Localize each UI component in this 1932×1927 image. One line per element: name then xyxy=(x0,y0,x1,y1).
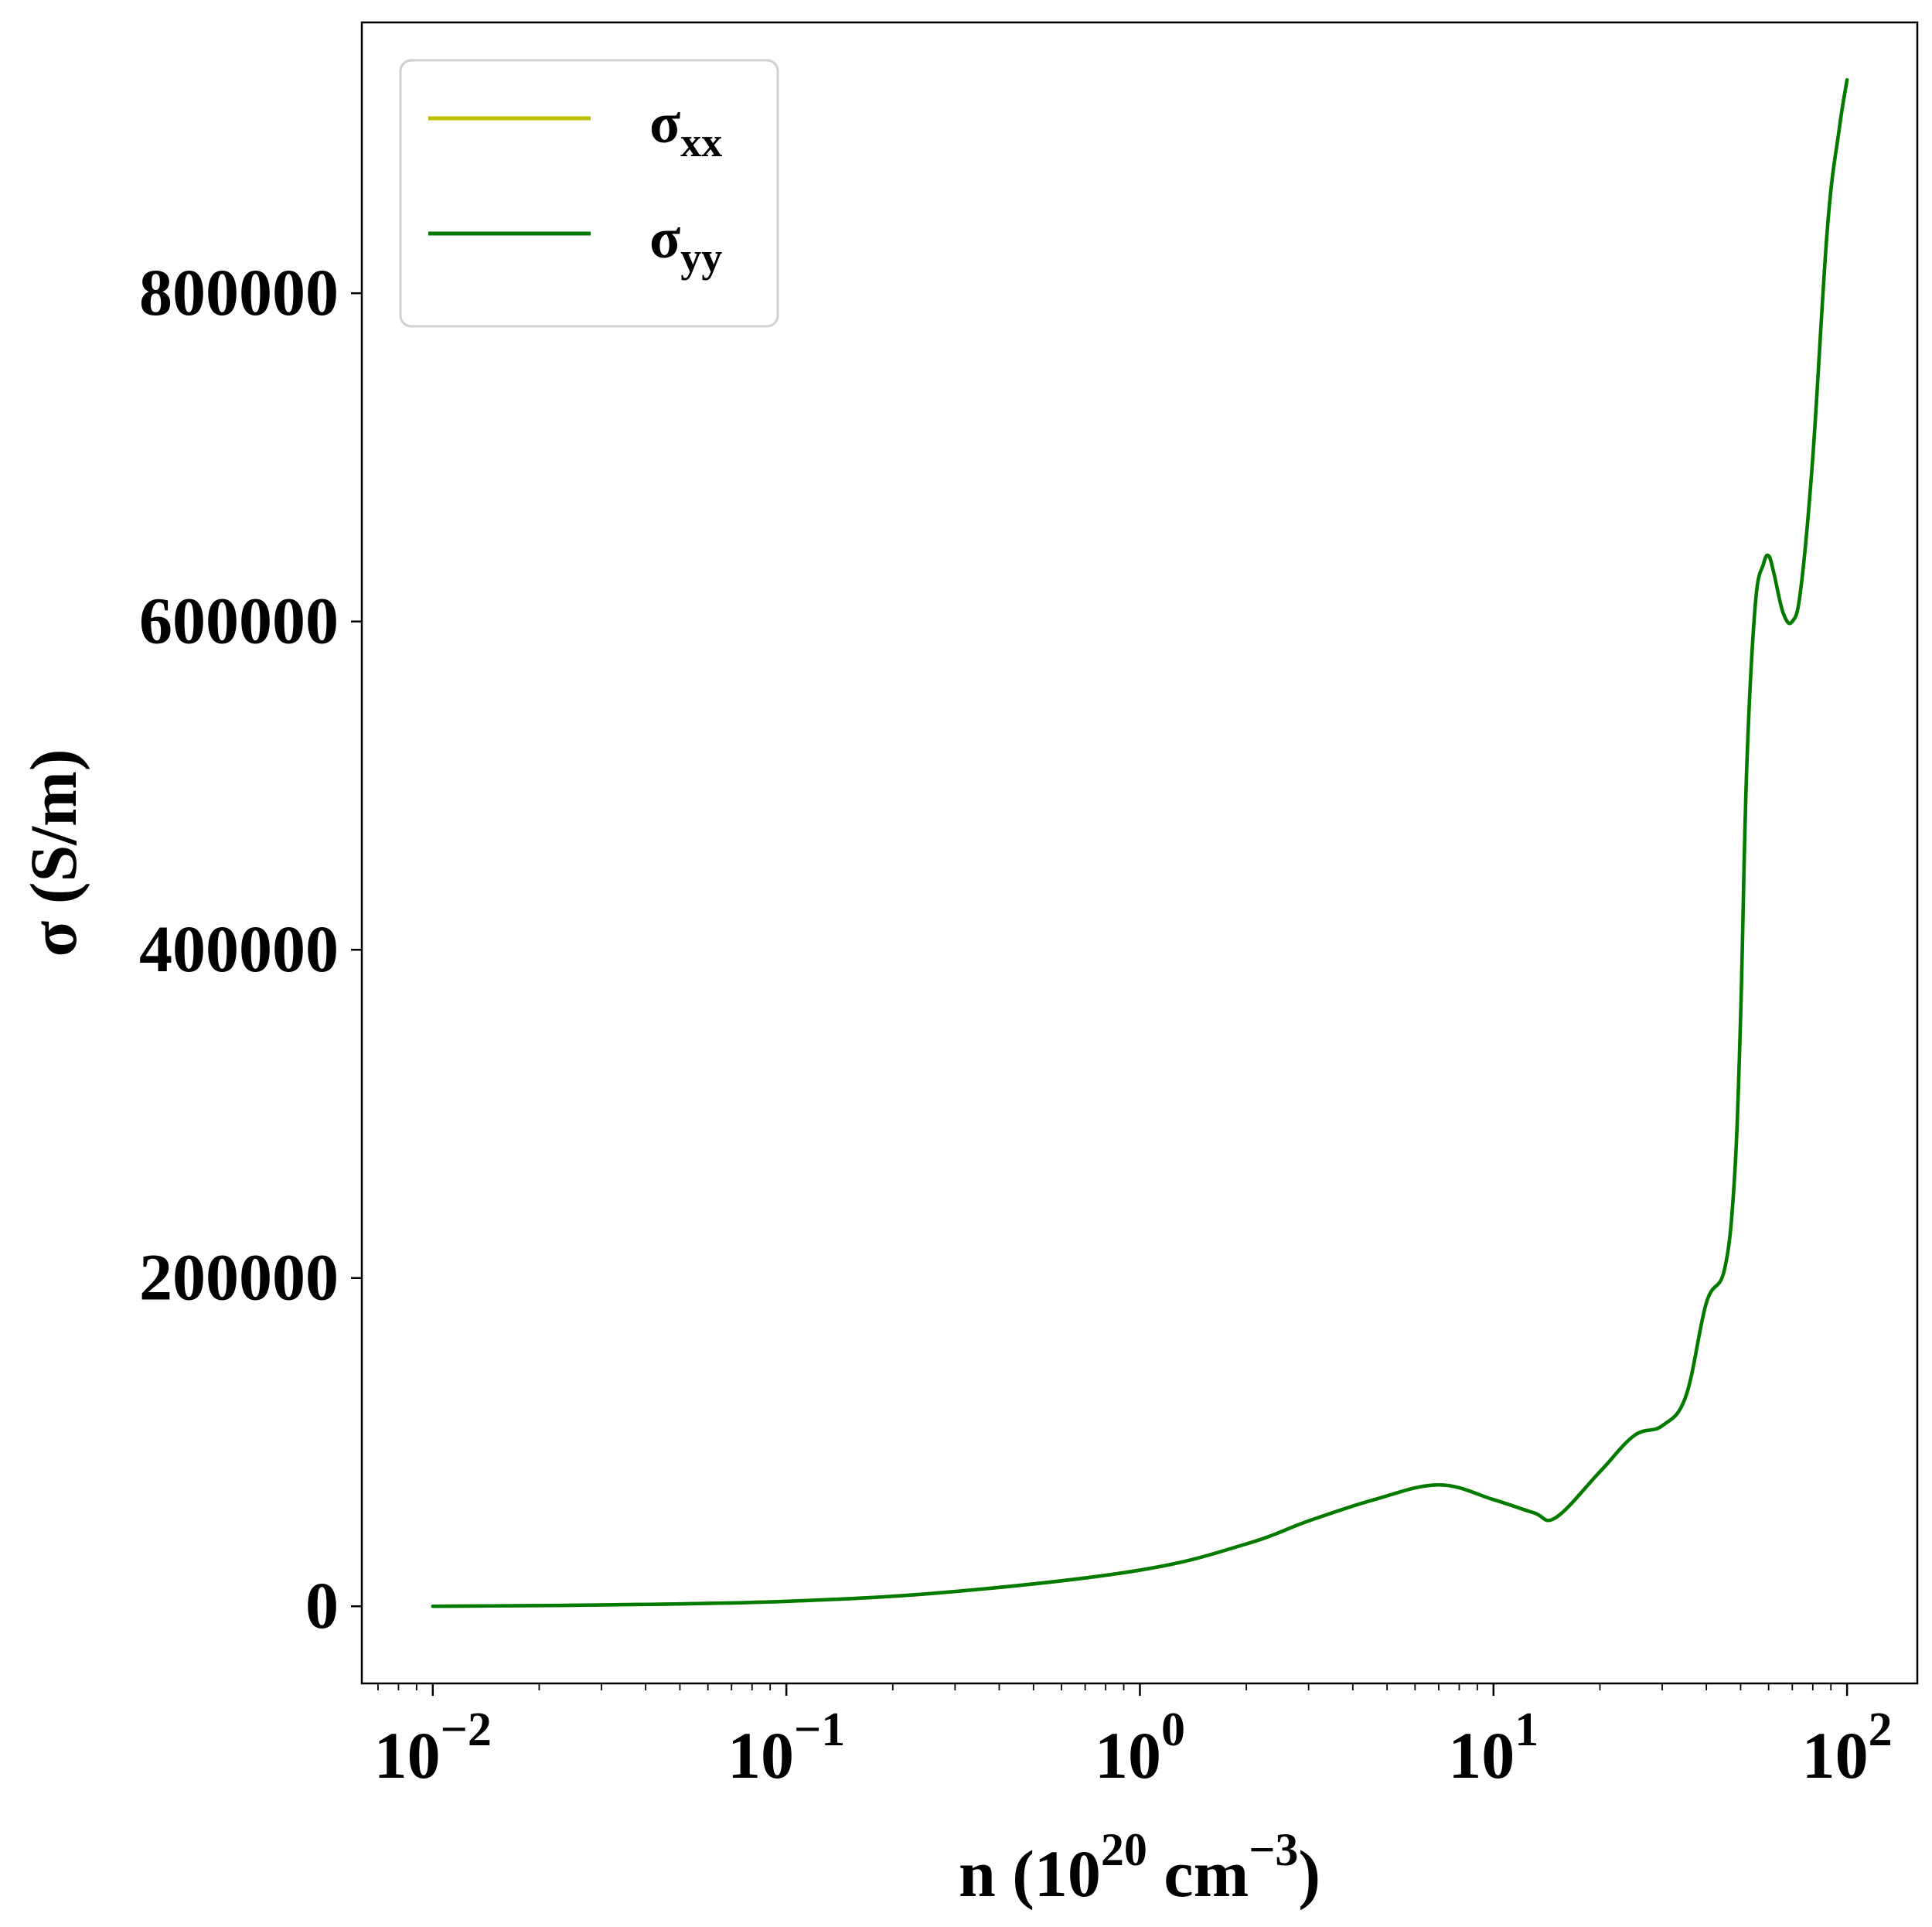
legend: σxx σyy xyxy=(399,59,779,328)
ticks-layer: 0 200000 400000 600000 800000 10−2 10−1 100 101 1… xyxy=(139,255,1893,1792)
x-axis-label-sup2: −3 xyxy=(1249,1824,1298,1875)
x-axis-label-end: ) xyxy=(1298,1837,1320,1911)
x-tick-label: 10−2 xyxy=(374,1704,492,1792)
legend-label-sigma-yy-base: σ xyxy=(649,207,680,271)
legend-label-sigma-yy-sub: yy xyxy=(680,234,722,281)
x-axis-label-sup1: 20 xyxy=(1101,1824,1147,1875)
x-tick-label: 100 xyxy=(1095,1704,1185,1792)
series-layer xyxy=(431,78,1849,1608)
legend-label-sigma-xx-base: σ xyxy=(649,92,680,155)
y-tick-label: 0 xyxy=(305,1568,339,1642)
legend-label-sigma-yy: σyy xyxy=(649,207,722,281)
y-tick-label: 400000 xyxy=(139,912,339,986)
y-tick-label: 200000 xyxy=(139,1240,339,1315)
legend-label-sigma-xx: σxx xyxy=(649,92,722,165)
y-axis-label: σ (S/m) xyxy=(16,749,90,957)
x-tick-label: 102 xyxy=(1802,1704,1893,1792)
x-tick-label: 10−1 xyxy=(727,1704,845,1792)
y-tick-label: 800000 xyxy=(139,255,339,329)
legend-box xyxy=(399,59,779,328)
y-tick-label: 600000 xyxy=(139,584,339,658)
legend-label-sigma-xx-sub: xx xyxy=(680,119,722,165)
x-axis-label-mid: cm xyxy=(1147,1837,1249,1911)
x-axis-label: n (1020 cm−3) xyxy=(959,1824,1320,1911)
x-axis-label-main: n (10 xyxy=(959,1837,1101,1911)
series-line-yy xyxy=(431,78,1849,1608)
x-tick-label: 101 xyxy=(1448,1704,1538,1792)
